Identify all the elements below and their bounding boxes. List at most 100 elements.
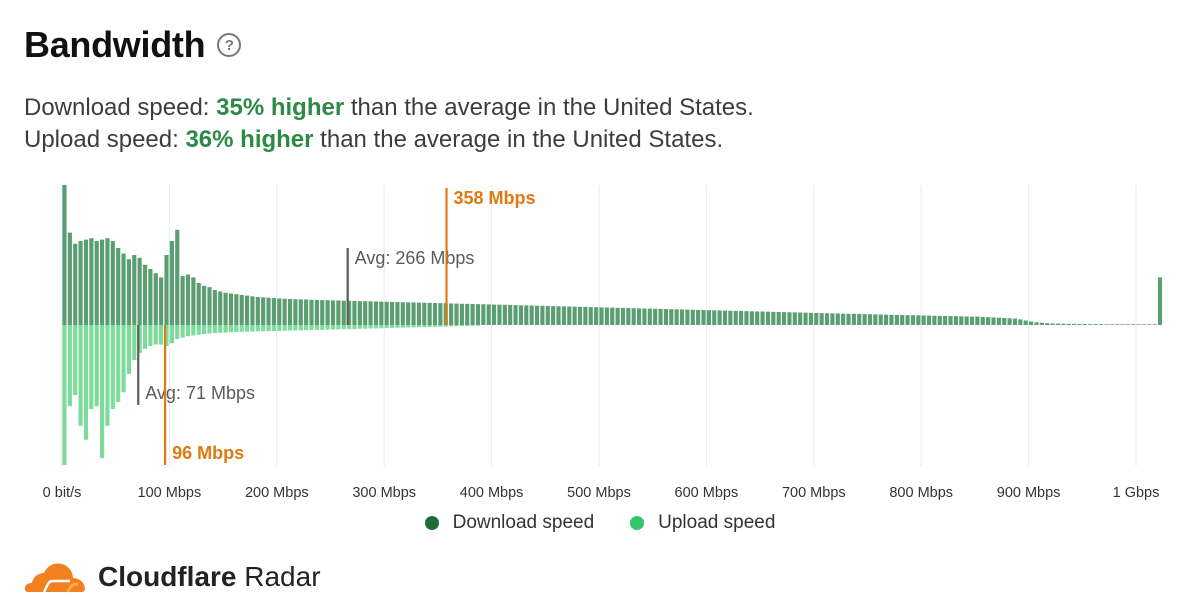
download-bar — [67, 232, 72, 325]
upload-bar — [94, 325, 99, 407]
upload-bar — [432, 325, 438, 327]
upload-bar — [250, 325, 255, 332]
download-bar — [266, 297, 271, 325]
download-bar — [884, 314, 889, 325]
download-bar — [905, 315, 910, 325]
download-bar — [1125, 324, 1130, 325]
download-bar — [454, 303, 459, 325]
download-bar — [99, 239, 105, 325]
download-bar — [798, 312, 803, 325]
upload-bar — [116, 325, 121, 402]
download-bar — [1029, 321, 1034, 325]
download-bar — [228, 293, 234, 325]
download-bar — [835, 313, 840, 325]
x-tick-label: 600 Mbps — [675, 485, 739, 501]
download-bar — [148, 269, 153, 325]
upload-bar — [389, 325, 395, 328]
upload-summary: Upload speed: 36% higher than the averag… — [24, 124, 754, 156]
upload-bar — [196, 325, 201, 335]
x-tick-label: 200 Mbps — [245, 485, 309, 501]
download-bar — [126, 259, 132, 325]
download-bar — [712, 310, 717, 325]
upload-bar — [212, 325, 217, 334]
help-icon[interactable]: ? — [217, 33, 242, 57]
x-tick-label: 500 Mbps — [567, 485, 631, 501]
upload-bar — [62, 325, 67, 465]
upload-bar — [191, 325, 196, 336]
upload-bar — [239, 325, 244, 332]
download-bar — [969, 316, 975, 325]
download-bar — [465, 303, 470, 325]
download-bar — [658, 308, 663, 325]
download-bar — [384, 301, 389, 325]
upload-bar — [454, 325, 459, 327]
brand-name-rest: Radar — [244, 561, 321, 592]
download-bar — [733, 310, 738, 325]
download-bar — [191, 277, 196, 325]
download-bar — [841, 313, 846, 325]
upload-bar — [352, 325, 357, 329]
download-bar — [132, 255, 137, 325]
download-avg-marker-label: Avg: 266 Mbps — [355, 248, 475, 268]
download-bar — [959, 316, 964, 325]
download-bar — [282, 298, 287, 325]
download-bar — [1098, 324, 1103, 325]
download-bar — [867, 314, 873, 325]
upload-bar — [395, 325, 400, 328]
download-bar — [749, 311, 754, 325]
upload-bar — [449, 325, 454, 327]
upload-bar — [427, 325, 432, 327]
download-bar — [561, 306, 566, 325]
download-bar — [422, 302, 427, 325]
upload-bar — [298, 325, 303, 331]
download-bar — [325, 300, 330, 325]
download-summary: Download speed: 35% higher than the aver… — [24, 92, 754, 124]
upload-bar — [126, 325, 132, 374]
download-bar — [551, 306, 556, 325]
download-bar — [1131, 324, 1136, 325]
download-bar — [1114, 324, 1120, 325]
upload-bar — [470, 325, 475, 326]
download-bar — [373, 301, 379, 325]
download-bar — [164, 255, 169, 325]
download-bar — [986, 317, 991, 325]
download-bar — [857, 313, 862, 325]
download-bar — [894, 314, 899, 325]
download-bar — [459, 303, 464, 325]
download-bar — [728, 310, 733, 325]
upload-bar — [357, 325, 362, 329]
upload-bar — [293, 325, 298, 331]
upload-bar — [83, 325, 89, 440]
upload-bar — [89, 325, 94, 409]
legend-item-download[interactable]: Download speed — [424, 512, 595, 534]
x-tick-label: 100 Mbps — [138, 485, 202, 501]
download-bar — [771, 311, 776, 325]
download-bar — [669, 309, 674, 325]
download-bar — [470, 304, 475, 325]
bandwidth-histogram-chart[interactable]: 0 bit/s 100 Mbps 200 Mbps 300 Mbps 400 Mbps 5… — [0, 170, 1200, 510]
download-bar — [1157, 277, 1163, 325]
download-bar — [739, 311, 744, 325]
upload-bar — [164, 325, 169, 346]
download-bar — [357, 301, 362, 325]
legend-download-label: Download speed — [452, 512, 595, 533]
upload-bar — [153, 325, 158, 345]
download-bar — [314, 299, 319, 325]
download-bar — [910, 315, 916, 325]
download-bar — [626, 308, 631, 325]
upload-bar — [379, 325, 384, 329]
upload-bar — [175, 325, 180, 339]
download-bar — [207, 287, 212, 325]
download-bar — [250, 296, 255, 325]
upload-bar — [400, 325, 405, 328]
download-bar — [647, 308, 652, 325]
download-bar — [862, 314, 867, 325]
download-bar — [110, 241, 115, 325]
upload-bar — [309, 325, 314, 331]
legend-item-upload[interactable]: Upload speed — [630, 512, 775, 534]
download-bar — [116, 248, 121, 325]
download-bar — [411, 302, 416, 325]
download-bar — [400, 302, 405, 325]
download-bar — [696, 309, 701, 325]
upload-bar — [223, 325, 228, 333]
